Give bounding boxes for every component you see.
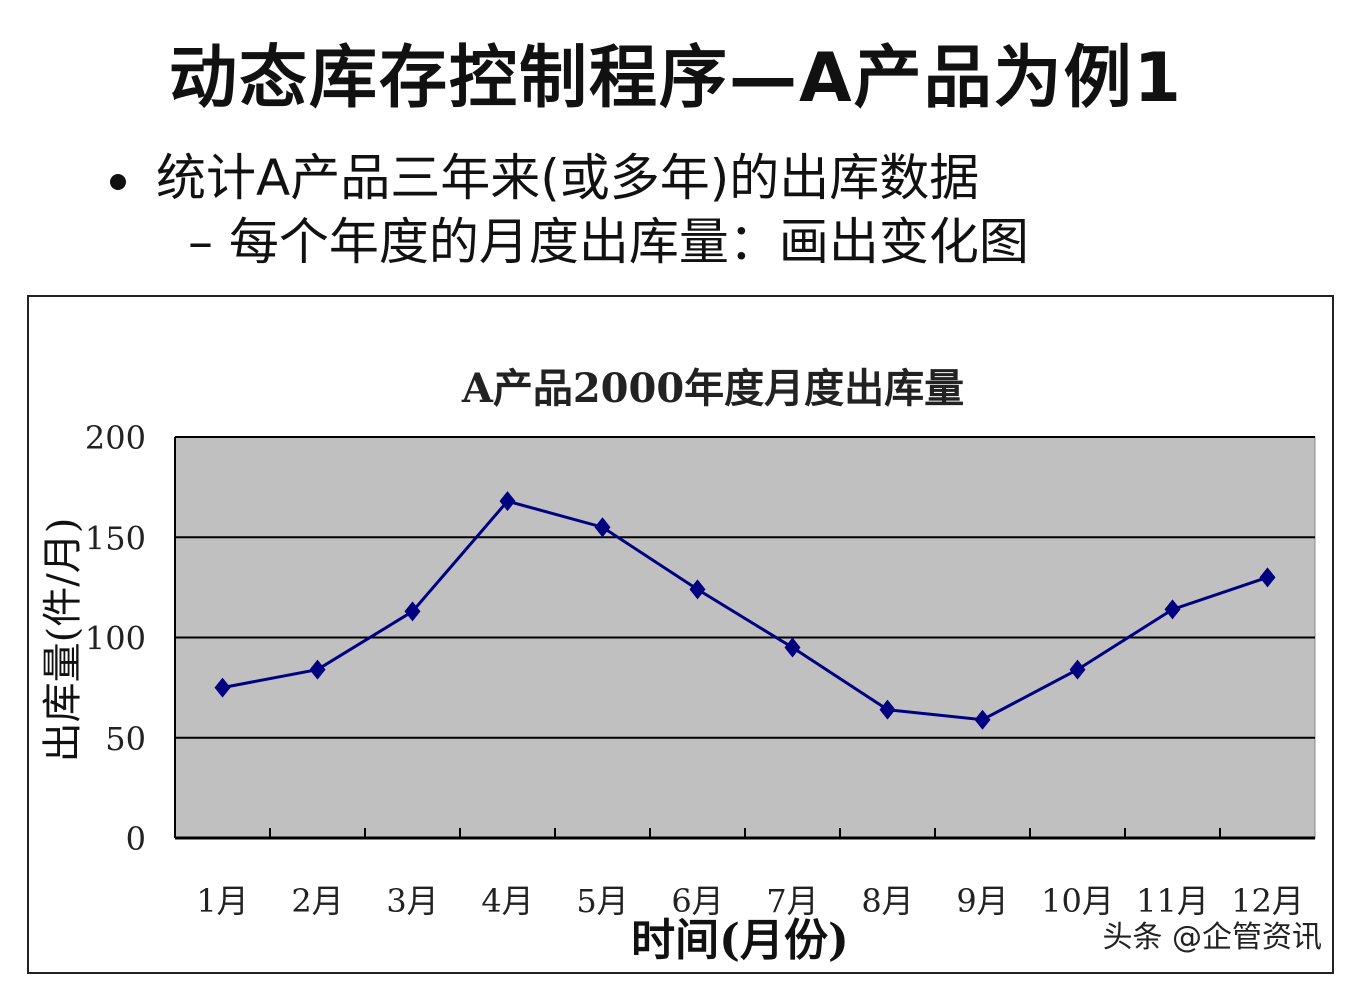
chart-frame	[27, 295, 1334, 974]
x-tick-label: 6月	[671, 882, 723, 920]
y-tick-label: 0	[126, 820, 146, 858]
data-point	[1069, 659, 1086, 680]
bullet-2: – 每个年度的月度出库量：画出变化图	[188, 213, 1029, 271]
x-tick-label: 2月	[291, 882, 343, 920]
data-point	[784, 637, 801, 658]
y-tick-label: 50	[105, 720, 146, 758]
data-point	[879, 699, 896, 720]
slide-title: 动态库存控制程序—A产品为例1	[169, 39, 1183, 118]
data-point	[594, 517, 611, 538]
data-point	[1259, 567, 1276, 588]
x-tick-label: 7月	[766, 882, 818, 920]
x-tick-label: 5月	[576, 882, 628, 920]
data-point	[689, 579, 706, 600]
bullet-dot-icon	[110, 173, 126, 190]
y-axis-title: 出库量(件/月)	[40, 518, 86, 763]
data-point	[404, 601, 421, 622]
x-tick-label: 4月	[481, 882, 533, 920]
x-tick-label: 12月	[1231, 882, 1304, 920]
bullet-1: 统计A产品三年来(或多年)的出库数据	[110, 138, 979, 210]
x-tick-label: 9月	[956, 882, 1008, 920]
data-point	[214, 677, 231, 698]
x-tick-label: 8月	[861, 882, 913, 920]
bullet-1-text: 统计A产品三年来(或多年)的出库数据	[156, 149, 980, 207]
data-point	[499, 491, 516, 512]
data-point	[1164, 599, 1181, 620]
data-point	[974, 709, 991, 730]
x-tick-label: 10月	[1041, 882, 1114, 920]
x-tick-label: 1月	[196, 882, 248, 920]
data-point	[309, 659, 326, 680]
x-axis-title: 时间(月份)	[631, 915, 849, 966]
watermark: 头条 @企管资讯	[1102, 920, 1322, 955]
x-tick-label: 3月	[386, 882, 438, 920]
chart-title: A产品2000年度月度出库量	[461, 365, 964, 412]
y-tick-label: 100	[85, 620, 146, 658]
x-tick-label: 11月	[1136, 882, 1209, 920]
y-tick-label: 200	[85, 419, 146, 457]
y-tick-label: 150	[85, 519, 146, 557]
series-line	[222, 499, 1268, 722]
